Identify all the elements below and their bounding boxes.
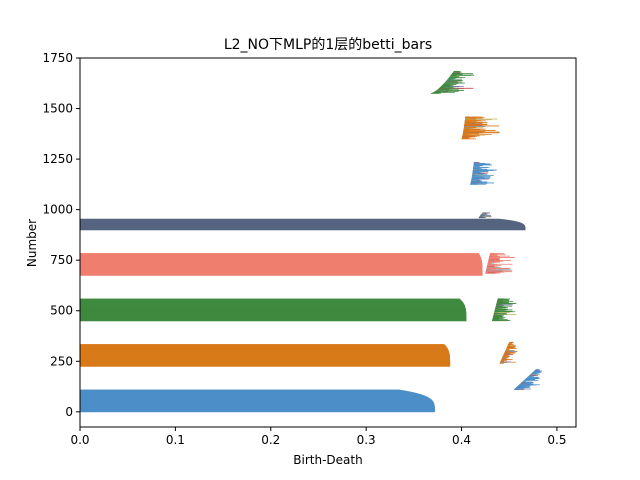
x-axis: 0.0 0.1 0.2 0.3 0.4 0.5 bbox=[70, 427, 566, 447]
bar-dim0 bbox=[80, 344, 445, 345]
bar-dim0 bbox=[80, 298, 460, 300]
betti-group-1 bbox=[80, 341, 518, 367]
y-tick-label: 1000 bbox=[42, 203, 73, 217]
betti-group-0 bbox=[80, 369, 543, 413]
y-tick-label: 250 bbox=[50, 354, 73, 368]
x-tick-label: 0.2 bbox=[261, 433, 280, 447]
betti-cluster-0 bbox=[470, 161, 497, 185]
bar-dim0 bbox=[80, 389, 400, 391]
y-tick-label: 750 bbox=[50, 253, 73, 267]
betti-cluster-2 bbox=[431, 70, 474, 94]
bar-dim0 bbox=[80, 253, 479, 254]
x-tick-label: 0.5 bbox=[547, 433, 566, 447]
axes-frame bbox=[79, 57, 577, 428]
x-tick-label: 0.0 bbox=[70, 433, 89, 447]
betti-group-2 bbox=[80, 298, 517, 322]
x-tick-label: 0.1 bbox=[166, 433, 185, 447]
plot-area bbox=[80, 70, 543, 413]
bar-dim0 bbox=[80, 218, 500, 220]
betti-cluster-1 bbox=[461, 116, 500, 140]
y-tick-label: 0 bbox=[65, 405, 73, 419]
x-axis-label: Birth-Death bbox=[293, 453, 362, 467]
x-tick-label: 0.4 bbox=[452, 433, 471, 447]
chart-title: L2_NO下MLP的1层的betti_bars bbox=[224, 37, 432, 53]
x-tick-label: 0.3 bbox=[357, 433, 376, 447]
y-tick-label: 1250 bbox=[42, 152, 73, 166]
y-tick-label: 500 bbox=[50, 304, 73, 318]
y-axis-label: Number bbox=[25, 219, 39, 267]
betti-group-3 bbox=[80, 252, 516, 276]
y-tick-label: 1500 bbox=[42, 102, 73, 116]
y-tick-label: 1750 bbox=[42, 51, 73, 65]
betti-group-4 bbox=[80, 212, 526, 231]
y-axis: 0 250 500 750 1000 1250 1500 1750 bbox=[42, 51, 80, 419]
